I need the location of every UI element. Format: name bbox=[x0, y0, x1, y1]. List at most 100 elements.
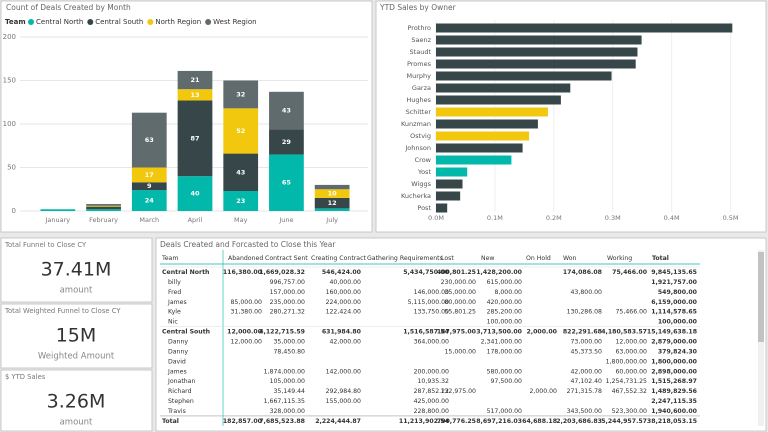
x-tick-label: 0.2M bbox=[546, 214, 562, 222]
y-tick-label: 50 bbox=[7, 164, 16, 172]
bar bbox=[436, 119, 538, 129]
table-cell: Kyle bbox=[168, 309, 181, 316]
table-cell: 285,200.00 bbox=[487, 309, 522, 316]
table-cell: 6,159,000.00 bbox=[651, 299, 697, 306]
scrollbar-thumb[interactable] bbox=[758, 252, 764, 342]
table-cell: 2,879,000.00 bbox=[651, 339, 697, 346]
table-cell: 178,000.00 bbox=[487, 348, 522, 355]
table-cell: 1,800,000.00 bbox=[606, 358, 647, 365]
table-cell: David bbox=[168, 358, 186, 365]
table-cell: 5,434,750.00 bbox=[403, 269, 449, 276]
table-cell: 523,300.00 bbox=[612, 408, 647, 415]
x-tick-label: 0.5M bbox=[723, 214, 739, 222]
bar-segment bbox=[40, 209, 76, 211]
table-cell: 280,271.32 bbox=[270, 309, 305, 316]
bar-segment bbox=[223, 108, 259, 154]
table-cell: Nic bbox=[168, 319, 178, 326]
table-cell: 5,115,000.00 bbox=[408, 299, 449, 306]
table-cell: 7,685,523.88 bbox=[259, 418, 305, 425]
data-label: 17 bbox=[145, 171, 154, 179]
table-cell: 9,845,135.65 bbox=[651, 269, 697, 276]
table-cell: Richard bbox=[168, 388, 192, 395]
bar bbox=[436, 47, 638, 57]
x-tick-label: 0.3M bbox=[605, 214, 621, 222]
table-cell: 132,975.00 bbox=[441, 388, 476, 395]
bar-segment bbox=[86, 204, 121, 206]
table-cell: 10,935.32 bbox=[418, 378, 450, 385]
bar bbox=[436, 191, 461, 201]
bar-segment bbox=[314, 189, 350, 198]
y-tick-label: Crow bbox=[415, 156, 432, 164]
table-cell: 63,000.00 bbox=[616, 348, 648, 355]
table-cell: 400,801.25 bbox=[437, 269, 476, 276]
table-cell: Jonathan bbox=[167, 378, 195, 385]
bar bbox=[436, 71, 612, 81]
table-cell: 31,380.00 bbox=[231, 309, 263, 316]
card-label: Total Funnel to Close CY bbox=[4, 241, 87, 249]
bar-segment bbox=[131, 112, 167, 168]
data-label: 21 bbox=[190, 76, 200, 84]
legend-label: Central North bbox=[36, 18, 83, 26]
x-tick-label: February bbox=[89, 216, 118, 224]
data-label: 32 bbox=[236, 90, 245, 98]
card-caption: amount bbox=[60, 418, 93, 428]
table-cell: 60,000.00 bbox=[616, 368, 648, 375]
y-tick-label: Wiggs bbox=[411, 180, 431, 188]
table-cell: 631,984.80 bbox=[322, 329, 362, 336]
table-cell: 35,149.44 bbox=[274, 388, 306, 395]
table-cell: 420,000.00 bbox=[487, 299, 522, 306]
table-cell: Central South bbox=[162, 329, 210, 336]
table-cell: 8,697,216.03 bbox=[476, 418, 522, 425]
x-tick-label: March bbox=[139, 216, 159, 224]
data-label: 52 bbox=[236, 127, 245, 135]
legend-marker bbox=[205, 19, 212, 25]
table-cell: 4,122,715.59 bbox=[259, 329, 305, 336]
table-cell: 146,000.00 bbox=[414, 289, 449, 296]
table-cell: 42,000.00 bbox=[330, 339, 362, 346]
table-cell: 8,000.00 bbox=[494, 289, 522, 296]
table-cell: 2,247,115.35 bbox=[651, 398, 697, 405]
table-cell: 517,000.00 bbox=[487, 408, 522, 415]
table-cell: 224,000.00 bbox=[326, 299, 361, 306]
table-cell: 100,000.00 bbox=[658, 319, 698, 326]
table-cell: 2,224,444.87 bbox=[315, 418, 361, 425]
table-cell: 364,000.00 bbox=[414, 339, 449, 346]
table-cell: 12,000.00 bbox=[227, 329, 263, 336]
table-cell: 1,489,829.56 bbox=[651, 388, 697, 395]
table-cell: 105,000.00 bbox=[270, 378, 305, 385]
x-tick-label: June bbox=[278, 216, 293, 224]
bar-segment bbox=[314, 184, 350, 190]
data-label: 65 bbox=[282, 179, 292, 187]
y-tick-label: Saenz bbox=[411, 36, 431, 44]
table-cell: 133,750.00 bbox=[414, 309, 449, 316]
data-label: 87 bbox=[190, 134, 199, 142]
table-cell: 1,667,115.35 bbox=[264, 398, 305, 405]
table-cell: Danny bbox=[168, 348, 188, 355]
table-cell: 155,000.00 bbox=[326, 398, 361, 405]
card-value: 15M bbox=[56, 325, 97, 347]
bar-segment bbox=[177, 176, 213, 211]
y-tick-label: Kunzman bbox=[401, 120, 431, 128]
table-cell: 546,424.00 bbox=[322, 269, 362, 276]
table-cell: 379,824.30 bbox=[658, 348, 698, 355]
card-label: $ YTD Sales bbox=[5, 373, 46, 381]
table-cell: James bbox=[167, 368, 187, 375]
data-label: 23 bbox=[236, 197, 245, 205]
table-cell: 64,688.18 bbox=[522, 418, 557, 425]
column-header: Working bbox=[607, 255, 632, 262]
data-label: 9 bbox=[147, 182, 152, 190]
table-cell: 43,800.00 bbox=[571, 289, 603, 296]
table-cell: 271,315.78 bbox=[567, 388, 602, 395]
table-cell: 130,286.08 bbox=[567, 309, 602, 316]
table-cell: 157,000.00 bbox=[270, 289, 305, 296]
table-cell: 2,341,000.00 bbox=[481, 339, 522, 346]
table-cell: 822,291.68 bbox=[563, 329, 602, 336]
table-cell: 1,428,200.00 bbox=[476, 269, 522, 276]
column-header: Lost bbox=[441, 255, 454, 262]
card-caption: Weighted Amount bbox=[38, 352, 115, 362]
bar bbox=[436, 143, 523, 153]
card-panel bbox=[0, 369, 153, 432]
table-cell: 45,373.50 bbox=[571, 348, 603, 355]
bar bbox=[436, 155, 512, 165]
table-cell: 996,757.00 bbox=[270, 279, 305, 286]
